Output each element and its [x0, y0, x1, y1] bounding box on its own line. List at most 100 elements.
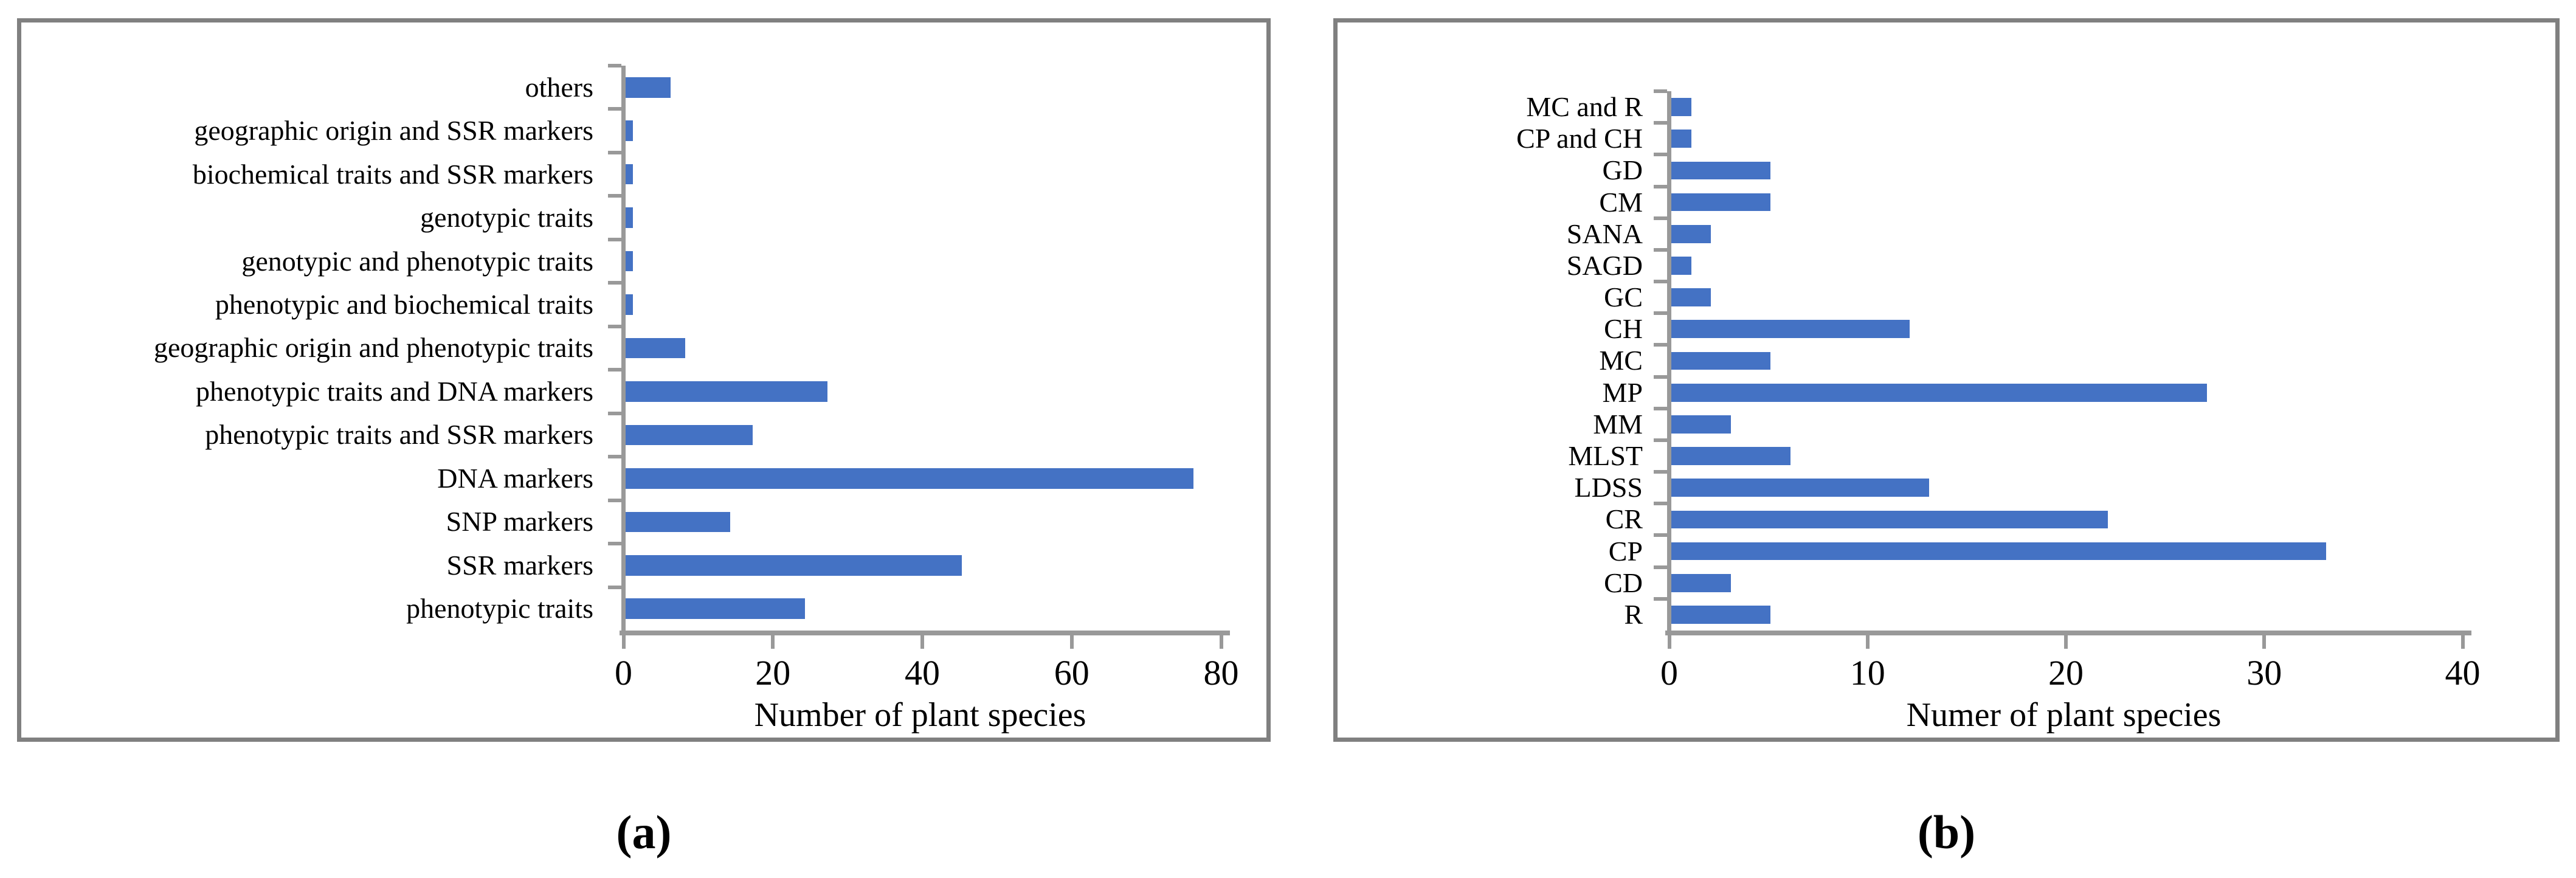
x-axis-tick [2064, 635, 2068, 649]
bar [1671, 98, 1691, 116]
bar [1671, 351, 1771, 370]
x-tick-label: 20 [755, 653, 791, 693]
category-label: geographic origin and SSR markers [194, 115, 593, 147]
bar [1671, 573, 1731, 592]
y-axis-tick [1654, 280, 1667, 284]
category-label: MC and R [1526, 91, 1643, 123]
bar [626, 77, 671, 98]
bar [1671, 606, 1771, 624]
panel-b-caption: (b) [1917, 806, 1976, 859]
bar [1671, 288, 1711, 306]
bar [626, 337, 686, 359]
y-axis-tick [1654, 343, 1667, 347]
bar [626, 468, 1193, 489]
x-tick-label: 80 [1203, 653, 1239, 693]
category-label: MLST [1568, 440, 1643, 472]
x-axis-tick [2460, 635, 2465, 649]
bar [1671, 383, 2207, 402]
y-axis-tick [608, 281, 621, 285]
category-label: MM [1593, 408, 1643, 440]
x-tick-label: 0 [1660, 653, 1678, 693]
y-axis-tick [1654, 89, 1667, 93]
chart-a-x-axis-title: Number of plant species [754, 696, 1086, 734]
x-tick-label: 40 [905, 653, 940, 693]
y-axis-tick [608, 542, 621, 546]
x-tick-label: 20 [2048, 653, 2084, 693]
category-label: CH [1604, 313, 1643, 345]
bar [626, 120, 634, 141]
bar [626, 207, 634, 228]
x-axis-tick [1667, 635, 1671, 649]
x-axis-tick [1069, 635, 1074, 649]
bar [1671, 320, 1910, 339]
chart-a-plot: others geographic origin and SSR markers b… [21, 22, 1266, 738]
bar [626, 294, 634, 315]
x-axis-line [620, 631, 1230, 635]
y-axis-tick [1654, 311, 1667, 316]
bar [626, 381, 827, 402]
category-label: SAGD [1566, 249, 1643, 281]
y-axis-tick [1654, 406, 1667, 410]
category-label: phenotypic traits [406, 593, 593, 624]
panel-b: MC and R CP and CH GD CM SANA SAGD GC CH MC MP MM M… [1333, 18, 2560, 742]
category-label: DNA markers [437, 462, 593, 494]
bar [626, 164, 634, 185]
category-label: phenotypic traits and DNA markers [195, 375, 593, 407]
y-axis-tick [1654, 153, 1667, 157]
y-axis-tick [608, 411, 621, 415]
y-axis-tick [1654, 184, 1667, 188]
x-tick-label: 60 [1054, 653, 1089, 693]
bar [1671, 479, 1930, 497]
y-axis-tick [608, 107, 621, 111]
x-axis-tick [1219, 635, 1223, 649]
y-axis-tick [1654, 502, 1667, 506]
category-label: LDSS [1574, 472, 1643, 503]
category-label: genotypic and phenotypic traits [241, 245, 593, 277]
bar [1671, 257, 1691, 275]
y-axis-line [621, 66, 626, 635]
category-label: SSR markers [446, 549, 594, 581]
category-label: SANA [1566, 218, 1643, 249]
y-axis-tick [1654, 216, 1667, 220]
x-axis-tick [1865, 635, 1870, 649]
chart-b-x-axis-title: Numer of plant species [1906, 696, 2222, 734]
y-axis-tick [1654, 596, 1667, 601]
y-axis-tick [608, 368, 621, 372]
bar [1671, 542, 2326, 561]
y-axis-tick [608, 498, 621, 502]
category-label: CM [1599, 186, 1643, 218]
x-tick-label: 40 [2445, 653, 2481, 693]
y-axis-tick [1654, 565, 1667, 569]
category-label: CP and CH [1516, 123, 1643, 154]
bar [1671, 415, 1731, 434]
x-axis-tick [2262, 635, 2267, 649]
category-label: MC [1599, 345, 1643, 376]
category-label: R [1624, 598, 1643, 630]
category-label: biochemical traits and SSR markers [192, 158, 593, 190]
bar [626, 598, 805, 620]
bar [626, 555, 962, 576]
y-axis-tick [608, 150, 621, 154]
bar [1671, 447, 1790, 465]
x-tick-label: 30 [2246, 653, 2282, 693]
category-label: phenotypic and biochemical traits [215, 289, 593, 320]
bar [626, 511, 731, 533]
y-axis-tick [608, 64, 621, 67]
category-label: geographic origin and phenotypic traits [153, 332, 593, 364]
y-axis-tick [608, 455, 621, 459]
x-axis-tick [621, 635, 626, 649]
x-tick-label: 10 [1849, 653, 1885, 693]
y-axis-tick [1654, 470, 1667, 474]
x-axis-tick [771, 635, 775, 649]
panel-a-caption: (a) [616, 806, 672, 859]
y-axis-tick [1654, 121, 1667, 125]
category-label: others [525, 71, 593, 103]
y-axis-tick [608, 585, 621, 589]
y-axis-tick [608, 237, 621, 241]
panel-a: others geographic origin and SSR markers b… [17, 18, 1271, 742]
y-axis-tick [1654, 533, 1667, 538]
bar [1671, 130, 1691, 148]
bar [626, 424, 753, 446]
category-label: SNP markers [446, 506, 593, 538]
